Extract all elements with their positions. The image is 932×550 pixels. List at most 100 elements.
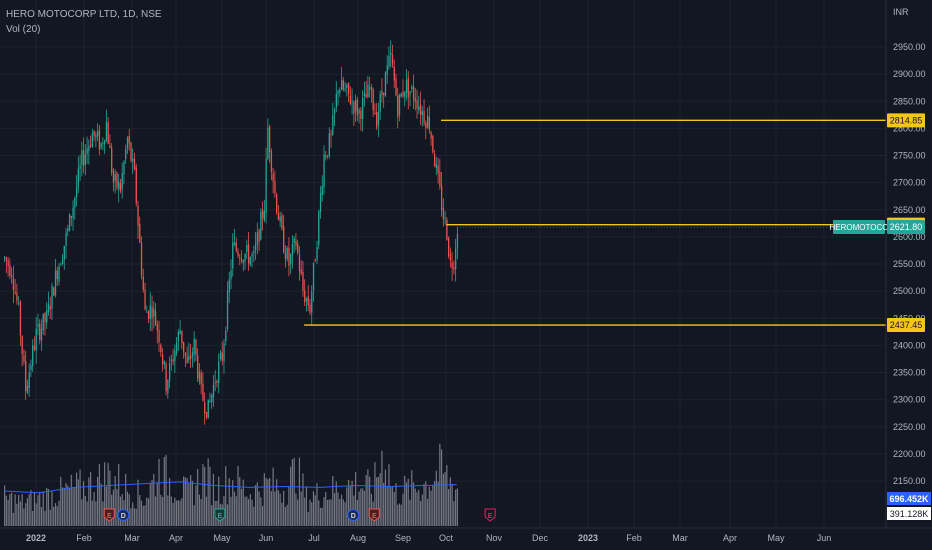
horizontal-levels[interactable]: [304, 119, 886, 326]
volume-bar: [369, 476, 371, 526]
candle-body: [151, 306, 153, 319]
x-tick-label: Jul: [308, 533, 320, 543]
candle-body: [237, 251, 239, 256]
event-marker[interactable]: E: [484, 508, 496, 522]
candle-body: [240, 259, 243, 261]
candle-body: [30, 365, 32, 371]
candle-body: [251, 254, 253, 257]
candle-body: [14, 292, 16, 294]
candle-body: [353, 101, 355, 114]
candle-body: [442, 207, 445, 219]
volume-bar: [235, 496, 237, 526]
candle-body: [256, 232, 259, 245]
candle-body: [77, 168, 80, 188]
volume-bar: [414, 488, 416, 526]
x-tick-label: Apr: [723, 533, 737, 543]
volume-bar: [300, 491, 302, 526]
candle-body: [312, 262, 315, 291]
volume-bar: [12, 512, 14, 526]
volume-bar: [190, 475, 192, 526]
volume-bar: [16, 503, 18, 526]
volume-ma-text: 696.452K: [889, 494, 929, 504]
volume-bar: [405, 482, 408, 526]
volume-bar: [226, 504, 229, 526]
candle-body: [421, 111, 423, 116]
candle-body: [367, 84, 369, 98]
candle-body: [109, 145, 111, 148]
volume-bar: [393, 491, 395, 526]
event-marker[interactable]: D: [117, 509, 130, 521]
candle-body: [230, 270, 232, 280]
candle-body: [311, 291, 313, 313]
candle-body: [123, 161, 125, 175]
level-price-text: 2437.45: [890, 320, 923, 330]
volume-bar: [437, 481, 439, 526]
candle-body: [144, 289, 146, 310]
volume-bar: [261, 505, 264, 526]
currency-label[interactable]: INR: [893, 7, 909, 17]
volume-bar: [53, 506, 55, 526]
volume-bar: [305, 486, 308, 526]
y-tick-label: 2850.00: [893, 96, 926, 106]
volume-bar: [256, 482, 258, 526]
volume-bar: [72, 488, 74, 526]
volume-bar: [249, 494, 251, 526]
candle-body: [388, 56, 390, 67]
event-letter: D: [351, 513, 356, 520]
volume-bar: [312, 491, 315, 526]
candle-body: [435, 164, 438, 168]
event-letter: D: [121, 513, 126, 520]
event-marker[interactable]: E: [103, 508, 115, 522]
volume-bar: [88, 477, 90, 526]
candle-body: [197, 355, 199, 379]
volume-bar: [263, 473, 265, 526]
volume-indicator-label[interactable]: Vol (20): [6, 24, 41, 35]
candle-body: [154, 311, 157, 326]
symbol-title[interactable]: HERO MOTOCORP LTD, 1D, NSE: [6, 9, 162, 20]
candle-body: [133, 158, 136, 170]
candle-body: [161, 354, 164, 365]
candle-body: [118, 181, 120, 190]
event-marker[interactable]: E: [214, 508, 226, 522]
volume-bar: [355, 471, 357, 526]
candle-body: [276, 194, 278, 213]
volume-bar: [163, 456, 165, 526]
time-axis[interactable]: 2022 Feb Mar Apr May Jun Jul Aug Sep Oct Nov Dec 202…: [26, 533, 831, 543]
candle-body: [254, 244, 257, 251]
candle-body: [328, 133, 330, 157]
y-tick-label: 2650.00: [893, 205, 926, 215]
candle-body: [425, 122, 427, 129]
candle-body: [261, 210, 264, 219]
candle-body: [326, 155, 329, 157]
candle-body: [119, 183, 122, 192]
event-letter: E: [372, 513, 377, 520]
axis-price-labels: 2814.852622.552437.45HEROMOTOCO2621.8069…: [830, 113, 931, 520]
volume-bar: [360, 488, 362, 526]
candle-body: [455, 248, 457, 269]
candle-body: [249, 257, 251, 265]
candle-body: [165, 363, 167, 392]
candle-body: [112, 171, 115, 183]
candle-body: [319, 193, 322, 213]
candle-body: [219, 353, 222, 359]
x-tick-label: Oct: [439, 533, 454, 543]
candle-body: [107, 122, 109, 144]
volume-bar: [386, 486, 388, 526]
candle-body: [339, 90, 341, 93]
volume-bar: [193, 505, 195, 526]
candle-body: [160, 344, 162, 353]
candle-body: [126, 137, 129, 149]
price-axis[interactable]: 2950.00 2900.00 2850.00 2800.00 2750.00 2700.…: [893, 42, 926, 486]
volume-bar: [207, 458, 209, 526]
candle-body: [318, 210, 320, 245]
candle-body: [369, 87, 371, 89]
candle-body: [16, 292, 18, 301]
y-tick-label: 2600.00: [893, 232, 926, 242]
volume-bar: [363, 490, 365, 526]
event-marker[interactable]: D: [347, 509, 360, 521]
event-marker[interactable]: E: [368, 508, 380, 522]
volume-bar: [32, 510, 34, 526]
volume-bar: [267, 479, 269, 526]
